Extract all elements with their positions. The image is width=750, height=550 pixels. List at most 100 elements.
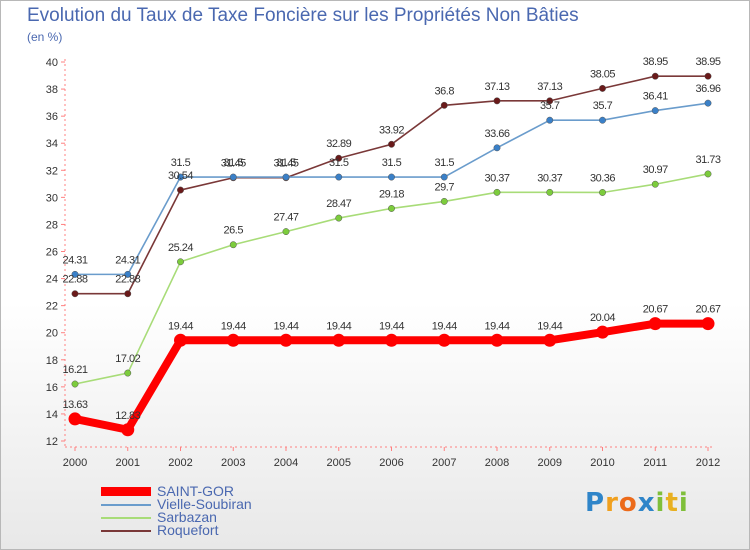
data-point-sarbazan <box>493 188 501 196</box>
legend-swatch-vielle-soubiran <box>101 504 151 506</box>
chart-title: Evolution du Taux de Taxe Foncière sur l… <box>27 5 579 26</box>
data-point-roquefort <box>599 84 606 92</box>
data-label-vielle-soubiran: 31.5 <box>382 157 402 169</box>
data-point-roquefort <box>71 290 79 298</box>
data-label-saint-gor: 20.67 <box>643 304 668 316</box>
data-point-roquefort <box>440 101 448 109</box>
data-label-sarbazan: 28.47 <box>326 198 351 210</box>
data-label-saint-gor: 19.44 <box>168 320 193 332</box>
data-point-roquefort <box>546 97 554 105</box>
data-label-saint-gor: 19.44 <box>432 320 457 332</box>
data-label-saint-gor: 20.04 <box>590 312 615 324</box>
y-tick-label: 14 <box>46 409 58 421</box>
legend-label-roquefort: Roquefort <box>157 522 219 538</box>
data-point-roquefort <box>124 290 132 298</box>
x-tick-label: 2006 <box>379 457 403 469</box>
x-tick-label: 2011 <box>643 457 667 469</box>
logo-letter: r <box>605 488 619 518</box>
data-label-roquefort: 30.54 <box>168 170 193 182</box>
data-point-sarbazan <box>335 214 343 222</box>
data-label-sarbazan: 16.21 <box>62 364 87 376</box>
data-label-saint-gor: 20.67 <box>695 304 720 316</box>
data-label-vielle-soubiran: 31.5 <box>329 157 349 169</box>
data-point-vielle-soubiran <box>493 144 501 152</box>
y-tick-label: 30 <box>46 192 58 204</box>
data-point-sarbazan <box>599 189 606 196</box>
y-tick-label: 24 <box>46 274 58 286</box>
data-label-vielle-soubiran: 31.5 <box>224 157 244 169</box>
legend-label-saint-gor: SAINT-GOR <box>157 483 235 499</box>
y-tick-label: 16 <box>46 382 58 394</box>
data-point-vielle-soubiran <box>124 270 132 278</box>
data-point-vielle-soubiran <box>229 173 237 181</box>
x-tick-label: 2007 <box>432 457 456 469</box>
data-point-vielle-soubiran <box>388 173 395 181</box>
data-point-roquefort <box>335 154 343 162</box>
data-point-roquefort <box>704 72 712 80</box>
data-label-roquefort: 22.88 <box>62 274 87 286</box>
data-point-sarbazan <box>229 241 237 249</box>
data-point-sarbazan <box>440 197 448 205</box>
data-point-sarbazan <box>124 369 132 377</box>
data-point-vielle-soubiran <box>177 173 184 181</box>
data-point-sarbazan <box>651 180 659 188</box>
data-label-vielle-soubiran: 35.7 <box>540 100 560 112</box>
y-tick-label: 26 <box>46 247 58 259</box>
data-point-vielle-soubiran <box>704 99 712 107</box>
logo-letter: i <box>655 488 666 518</box>
data-label-saint-gor: 19.44 <box>537 320 562 332</box>
data-label-sarbazan: 27.47 <box>273 212 298 224</box>
y-tick-label: 22 <box>46 301 58 313</box>
data-point-vielle-soubiran <box>440 173 448 181</box>
logo-letter: i <box>678 488 689 518</box>
data-label-roquefort: 38.95 <box>695 56 720 68</box>
data-label-roquefort: 37.13 <box>537 81 562 93</box>
data-point-saint-gor <box>596 325 609 339</box>
logo-letter: x <box>637 488 656 518</box>
data-label-sarbazan: 29.18 <box>379 188 404 200</box>
data-point-sarbazan <box>71 380 79 388</box>
data-point-sarbazan <box>282 228 290 236</box>
x-tick-label: 2000 <box>63 457 87 469</box>
y-tick-label: 18 <box>46 355 58 367</box>
data-point-sarbazan <box>546 188 554 196</box>
logo-letter: P <box>585 488 606 518</box>
data-label-saint-gor: 19.44 <box>273 320 298 332</box>
data-point-saint-gor <box>543 333 557 347</box>
data-point-saint-gor <box>174 333 187 347</box>
data-point-saint-gor <box>121 423 135 437</box>
data-point-vielle-soubiran <box>335 173 343 181</box>
data-label-saint-gor: 19.44 <box>379 320 404 332</box>
data-point-vielle-soubiran <box>71 270 79 278</box>
y-tick-label: 28 <box>46 219 58 231</box>
data-label-saint-gor: 13.63 <box>62 399 87 411</box>
data-point-sarbazan <box>177 258 184 266</box>
data-point-saint-gor <box>437 333 451 347</box>
data-point-vielle-soubiran <box>282 173 290 181</box>
data-point-saint-gor <box>385 333 398 347</box>
x-tick-label: 2003 <box>221 457 245 469</box>
x-tick-label: 2010 <box>590 457 614 469</box>
data-point-sarbazan <box>388 205 395 212</box>
data-label-roquefort: 31.45 <box>221 158 246 170</box>
data-label-vielle-soubiran: 24.31 <box>62 254 87 266</box>
data-label-vielle-soubiran: 36.96 <box>695 83 720 95</box>
data-label-roquefort: 31.45 <box>273 158 298 170</box>
data-label-roquefort: 37.13 <box>484 81 509 93</box>
data-point-saint-gor <box>226 333 240 347</box>
data-label-sarbazan: 30.37 <box>484 172 509 184</box>
logo-letter: o <box>618 488 638 518</box>
data-label-roquefort: 33.92 <box>379 124 404 136</box>
data-label-saint-gor: 19.44 <box>221 320 246 332</box>
data-label-sarbazan: 25.24 <box>168 242 193 254</box>
data-label-roquefort: 22.88 <box>115 274 140 286</box>
data-point-saint-gor <box>490 333 504 347</box>
data-label-sarbazan: 26.5 <box>224 225 244 237</box>
data-label-saint-gor: 19.44 <box>484 320 509 332</box>
logo-letter: t <box>665 488 679 518</box>
data-point-vielle-soubiran <box>651 107 659 115</box>
y-tick-label: 20 <box>46 328 58 340</box>
data-label-vielle-soubiran: 31.5 <box>171 157 191 169</box>
